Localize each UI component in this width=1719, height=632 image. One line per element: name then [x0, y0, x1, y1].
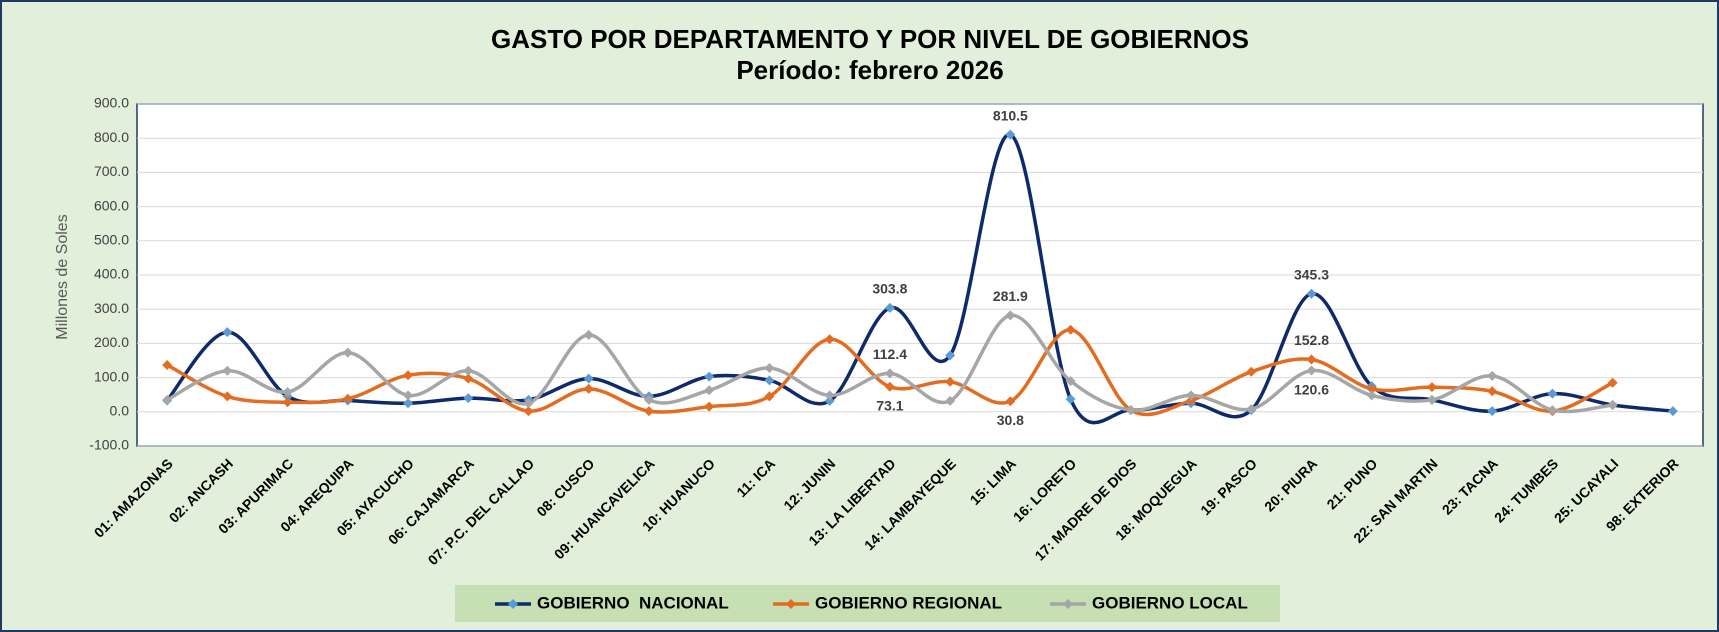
- marker: [884, 302, 895, 313]
- marker: [583, 373, 594, 384]
- marker: [945, 376, 956, 387]
- legend-marker: [1063, 599, 1073, 609]
- marker: [1246, 404, 1257, 415]
- marker: [583, 329, 594, 340]
- marker: [523, 398, 534, 409]
- marker: [222, 391, 233, 402]
- marker: [824, 334, 835, 345]
- marker: [1186, 390, 1197, 401]
- data-label: 152.8: [1294, 332, 1329, 348]
- marker: [1487, 370, 1498, 381]
- marker: [403, 370, 414, 381]
- marker: [704, 371, 715, 382]
- marker: [1306, 365, 1317, 376]
- marker: [945, 395, 956, 406]
- marker: [162, 359, 173, 370]
- y-tick-label: 300.0: [94, 300, 129, 316]
- marker: [403, 390, 414, 401]
- marker: [1487, 406, 1498, 417]
- marker: [1426, 394, 1437, 405]
- y-tick-label: 100.0: [94, 368, 129, 384]
- marker: [1065, 394, 1076, 405]
- data-label: 120.6: [1294, 381, 1329, 397]
- y-tick-label: 0.0: [110, 403, 130, 419]
- y-axis-label: Millones de Soles: [54, 214, 71, 339]
- marker: [1005, 396, 1016, 407]
- marker: [704, 385, 715, 396]
- marker: [282, 386, 293, 397]
- marker: [1005, 310, 1016, 321]
- marker: [342, 347, 353, 358]
- marker: [463, 373, 474, 384]
- legend-marker: [786, 599, 796, 609]
- marker: [463, 365, 474, 376]
- marker: [764, 391, 775, 402]
- marker: [1667, 406, 1678, 417]
- chart-subtitle: Período: febrero 2026: [736, 55, 1003, 85]
- data-label: 30.8: [997, 412, 1024, 428]
- marker: [1366, 383, 1377, 394]
- y-tick-label: 500.0: [94, 232, 129, 248]
- marker: [1607, 377, 1618, 388]
- data-label: 303.8: [872, 281, 907, 297]
- marker: [945, 350, 956, 361]
- marker: [884, 381, 895, 392]
- marker: [1186, 395, 1197, 406]
- data-label: 345.3: [1294, 266, 1329, 282]
- legend-marker: [508, 599, 518, 609]
- data-label: 73.1: [876, 398, 903, 414]
- marker: [1306, 288, 1317, 299]
- marker: [1487, 386, 1498, 397]
- marker: [704, 401, 715, 412]
- y-tick-label: 900.0: [94, 95, 129, 111]
- marker: [1607, 399, 1618, 410]
- legend-label: GOBIERNO REGIONAL: [815, 593, 1002, 612]
- marker: [523, 406, 534, 417]
- marker: [222, 365, 233, 376]
- marker: [643, 406, 654, 417]
- marker: [342, 393, 353, 404]
- marker: [1246, 366, 1257, 377]
- legend-label: GOBIERNO NACIONAL: [537, 593, 729, 612]
- y-tick-label: 400.0: [94, 266, 129, 282]
- marker: [1426, 382, 1437, 393]
- marker: [1065, 324, 1076, 335]
- marker: [1366, 390, 1377, 401]
- y-tick-label: 600.0: [94, 197, 129, 213]
- marker: [403, 398, 414, 409]
- marker: [222, 327, 233, 338]
- y-tick-label: -100.0: [89, 437, 129, 453]
- marker: [1065, 376, 1076, 387]
- y-tick-label: 800.0: [94, 129, 129, 145]
- series-line: [166, 327, 1614, 417]
- marker: [764, 375, 775, 386]
- marker: [1547, 405, 1558, 416]
- marker: [1547, 388, 1558, 399]
- legend: [455, 585, 1280, 622]
- marker: [764, 363, 775, 374]
- marker: [1125, 405, 1136, 416]
- marker: [1306, 354, 1317, 365]
- marker: [824, 395, 835, 406]
- y-tick-label: 700.0: [94, 163, 129, 179]
- marker: [884, 368, 895, 379]
- marker: [463, 393, 474, 404]
- marker: [162, 394, 173, 405]
- data-label: 112.4: [873, 346, 907, 362]
- data-label: 281.9: [993, 288, 1028, 304]
- legend-label: GOBIERNO LOCAL: [1092, 593, 1248, 612]
- marker: [1005, 129, 1016, 140]
- chart-title: GASTO POR DEPARTAMENTO Y POR NIVEL DE GO…: [491, 24, 1249, 54]
- marker: [643, 394, 654, 405]
- y-tick-label: 200.0: [94, 334, 129, 350]
- marker: [583, 383, 594, 394]
- marker: [282, 397, 293, 408]
- marker: [824, 390, 835, 401]
- data-label: 810.5: [993, 107, 1028, 123]
